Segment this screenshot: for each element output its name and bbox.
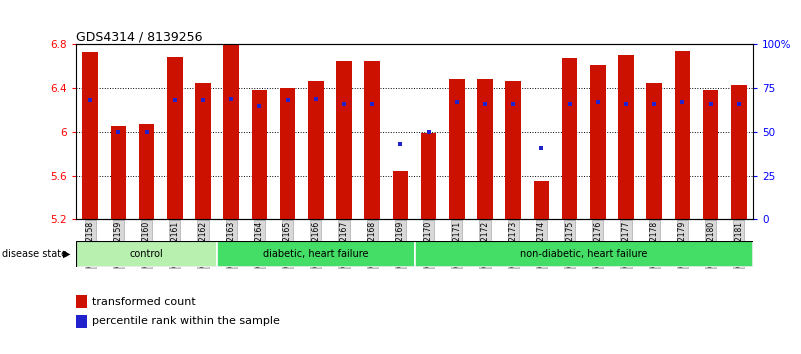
Text: disease state: disease state <box>2 249 66 259</box>
Bar <box>646 82 662 219</box>
Bar <box>533 181 549 219</box>
Bar <box>139 124 155 219</box>
Bar <box>364 61 380 219</box>
Bar <box>618 55 634 219</box>
Text: ▶: ▶ <box>63 249 70 259</box>
Bar <box>477 79 493 219</box>
Bar <box>223 44 239 219</box>
Text: diabetic, heart failure: diabetic, heart failure <box>263 249 368 259</box>
Bar <box>195 82 211 219</box>
Bar <box>731 85 747 219</box>
Bar <box>111 126 126 219</box>
Text: transformed count: transformed count <box>92 297 196 307</box>
Bar <box>415 241 753 267</box>
Bar <box>217 241 415 267</box>
Bar <box>308 81 324 219</box>
Bar <box>336 61 352 219</box>
Text: GDS4314 / 8139256: GDS4314 / 8139256 <box>76 30 203 43</box>
Bar <box>449 79 465 219</box>
Bar <box>76 295 87 308</box>
Text: percentile rank within the sample: percentile rank within the sample <box>92 316 280 326</box>
Bar <box>252 90 268 219</box>
Bar <box>421 133 437 219</box>
Bar <box>76 315 87 328</box>
Bar <box>83 52 98 219</box>
Bar <box>392 171 409 219</box>
Bar <box>76 241 217 267</box>
Bar <box>703 90 718 219</box>
Bar <box>505 81 521 219</box>
Bar <box>562 58 578 219</box>
Text: non-diabetic, heart failure: non-diabetic, heart failure <box>520 249 647 259</box>
Bar <box>280 88 296 219</box>
Bar <box>590 65 606 219</box>
Bar <box>167 57 183 219</box>
Text: control: control <box>130 249 163 259</box>
Bar <box>674 51 690 219</box>
